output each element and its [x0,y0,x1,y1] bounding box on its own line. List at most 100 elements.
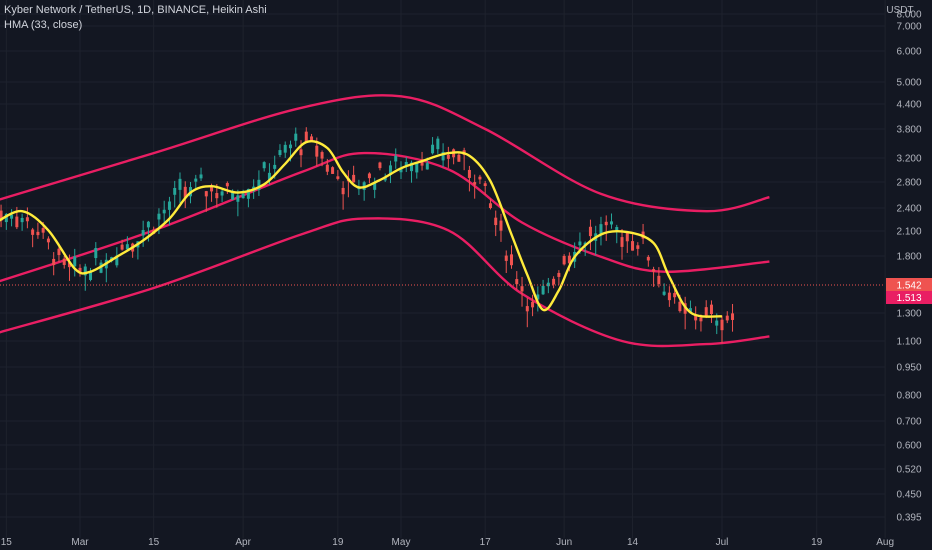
price-tick-label: 5.000 [896,78,921,89]
candle-body [410,162,414,172]
candle-body [609,221,613,225]
candle-body [146,221,150,228]
candle-body [36,231,40,236]
price-tick-label: 8.000 [896,10,921,21]
channel-middle-line [0,151,770,283]
candle-body [46,238,50,243]
hma-curve [0,140,723,318]
candle-body [709,304,713,315]
candle-body [436,138,440,150]
candle-body [567,255,571,264]
candle-body [541,285,545,295]
time-tick-label: Jul [716,537,729,548]
candle-body [646,256,650,261]
candle-body [636,245,640,249]
candle-body [367,173,371,179]
candle-body [404,161,408,166]
candle-body [699,317,703,322]
price-tick-label: 2.400 [896,204,921,215]
candle-body [73,256,77,267]
symbol-title[interactable]: Kyber Network / TetherUS, 1D, BINANCE, H… [4,4,267,16]
hma-value-badge [886,291,932,304]
candle-body [688,308,692,313]
candle-body [4,213,8,223]
price-tick-label: 2.800 [896,178,921,189]
time-tick-label: 14 [627,537,639,548]
candle-body [294,133,298,141]
last-price-badge-text: 1.542 [896,281,921,292]
candle-body [20,217,24,223]
candle-body [341,187,345,195]
candle-body [652,269,656,272]
price-tick-label: 2.100 [896,227,921,238]
candle-body [446,154,450,159]
time-tick-label: 15 [148,537,160,548]
candle-body [673,293,677,298]
candle-body [631,241,635,251]
time-axis[interactable]: 15 Mar 15 Apr 19 May 17 Jun 14 Jul 19 Aug [1,537,894,548]
candle-body [731,313,735,320]
time-tick-label: 19 [332,537,344,548]
candle-body [552,278,556,285]
candle-body [694,314,698,321]
candle-body [141,230,145,236]
candle-body [173,187,177,195]
candle-body [467,169,471,178]
candle-body [657,275,661,285]
price-tick-label: 0.520 [896,465,921,476]
candle-body [457,154,461,162]
candle-body [604,221,608,226]
price-tick-label: 7.000 [896,22,921,33]
candle-body [588,226,592,237]
candle-body [562,255,566,265]
last-price-badge [886,278,932,291]
price-tick-label: 0.450 [896,490,921,501]
candle-body [62,258,66,265]
channel-lower-line [0,217,770,348]
channel-upper-line [0,94,770,213]
candle-body [41,228,45,233]
candle-body [615,227,619,231]
time-tick-label: 17 [480,537,492,548]
candle-body [162,209,166,214]
candle-body [662,291,666,295]
candle-body [599,224,603,235]
candle-body [331,167,335,174]
candle-body [57,248,61,256]
candle-body [494,217,498,226]
candle-body [510,254,514,266]
candle-body [720,319,724,331]
price-tick-label: 1.100 [896,337,921,348]
hma-line [0,140,723,318]
price-tick-label: 0.700 [896,417,921,428]
candle-body [557,272,561,277]
price-tick-label: 4.400 [896,100,921,111]
candle-body [304,131,308,142]
price-tick-label: 0.395 [896,513,921,524]
candle-body [278,150,282,156]
chart-grid [0,0,886,538]
candle-body [31,229,35,235]
candle-body [246,188,250,199]
candle-body [299,149,303,156]
candle-body [315,145,319,157]
candle-body [431,144,435,154]
candle-body [10,214,14,219]
candlestick-series [0,127,735,344]
candle-body [215,193,219,199]
candle-body [520,286,524,292]
chart-legend: Kyber Network / TetherUS, 1D, BINANCE, H… [4,3,267,33]
candle-body [578,241,582,246]
candle-body [52,258,56,266]
indicator-label[interactable]: HMA (33, close) [4,19,83,31]
candle-body [352,174,356,183]
price-tick-label: 0.600 [896,441,921,452]
price-tick-label: 0.800 [896,391,921,402]
candle-body [620,237,624,247]
candle-body [78,267,82,274]
candle-body [483,183,487,187]
candle-body [89,272,93,280]
regression-channel [0,94,770,348]
